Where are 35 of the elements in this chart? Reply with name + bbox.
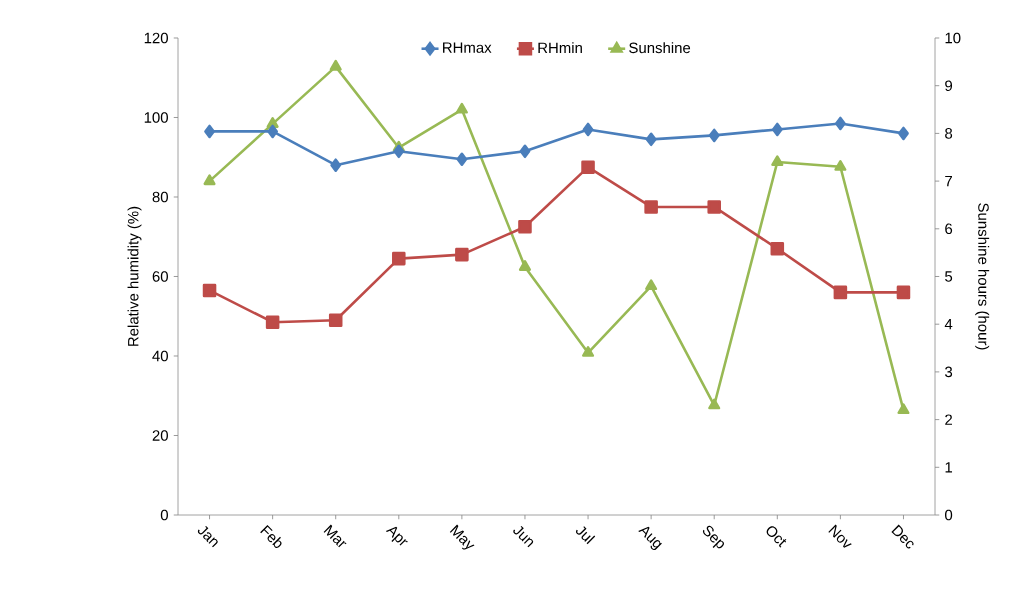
y2-tick-label: 3 bbox=[945, 366, 953, 378]
legend-label: RHmin bbox=[538, 42, 582, 54]
x-tick-label: Jan bbox=[197, 525, 218, 548]
y2-axis-title: Sunshine hours (hour) bbox=[975, 203, 990, 350]
y2-tick-label: 7 bbox=[945, 175, 953, 187]
x-tick-label: Feb bbox=[260, 525, 282, 549]
y2-tick-label: 9 bbox=[945, 80, 953, 91]
x-tick-label: Mar bbox=[323, 524, 347, 548]
y-tick-label: 60 bbox=[152, 271, 168, 282]
x-tick-label: Oct bbox=[766, 526, 787, 548]
y2-tick-label: 1 bbox=[945, 462, 953, 473]
y-tick-label: 40 bbox=[152, 350, 168, 362]
y-tick-label: 20 bbox=[152, 430, 168, 441]
y2-tick-label: 2 bbox=[945, 414, 953, 425]
y-axis-title: Relative humidity (%) bbox=[127, 206, 142, 346]
y2-tick-label: 8 bbox=[945, 128, 953, 139]
x-tick-label: Jul bbox=[576, 526, 596, 545]
x-tick-label: May bbox=[449, 524, 475, 550]
y-tick-label: 80 bbox=[152, 191, 168, 203]
y2-tick-label: 10 bbox=[945, 32, 961, 44]
x-tick-label: Apr bbox=[385, 526, 408, 546]
y2-tick-label: 6 bbox=[945, 223, 953, 235]
x-tick-label: Sep bbox=[702, 525, 725, 549]
x-tick-label: Dec bbox=[891, 524, 914, 549]
y-tick-label: 120 bbox=[144, 32, 168, 44]
y2-tick-label: 0 bbox=[945, 509, 953, 521]
y2-tick-label: 4 bbox=[944, 319, 953, 330]
x-tick-label: Nov bbox=[828, 524, 852, 548]
legend-label: Sunshine bbox=[629, 42, 691, 54]
x-tick-label: Jun bbox=[513, 525, 534, 548]
y-tick-label: 0 bbox=[160, 509, 168, 521]
x-tick-label: Aug bbox=[638, 526, 662, 551]
y2-tick-label: 5 bbox=[945, 271, 953, 282]
legend-label: RHmax bbox=[443, 42, 492, 53]
y-tick-label: 100 bbox=[144, 112, 168, 123]
